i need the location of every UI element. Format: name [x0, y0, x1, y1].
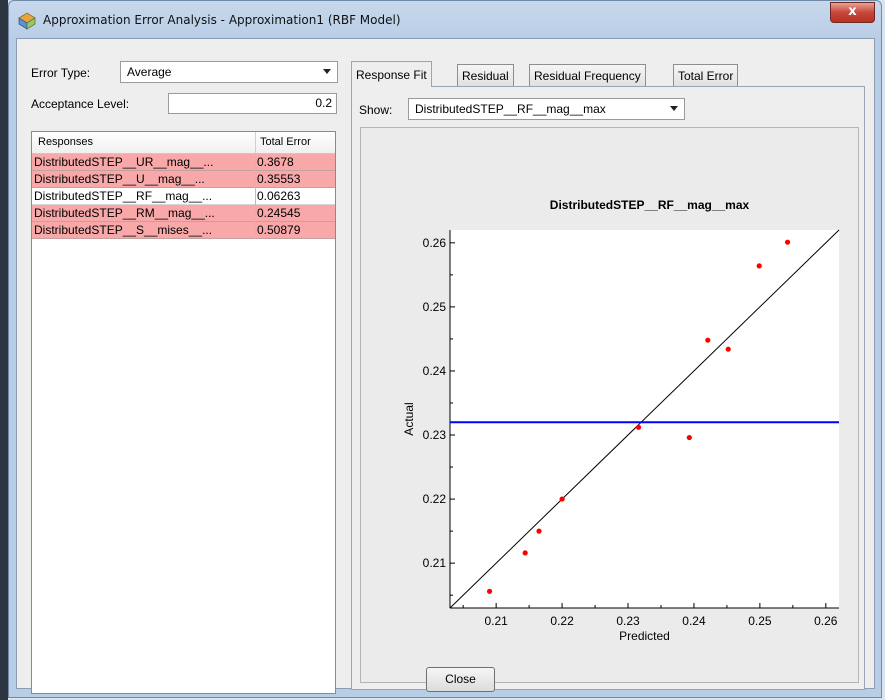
- data-point: [784, 239, 791, 245]
- x-tick-label: 0.21: [484, 614, 508, 628]
- table-row[interactable]: DistributedSTEP__RF__mag__... 0.06263: [32, 188, 335, 205]
- y-tick-label: 0.22: [423, 492, 447, 506]
- tab-residual-frequency[interactable]: Residual Frequency: [529, 64, 646, 86]
- error-type-label: Error Type:: [31, 66, 91, 80]
- acceptance-level-label: Acceptance Level:: [31, 97, 130, 111]
- data-point: [486, 588, 493, 594]
- response-name-cell: DistributedSTEP__UR__mag__...: [34, 155, 214, 169]
- column-header-responses[interactable]: Responses: [38, 136, 94, 148]
- tab-residual[interactable]: Residual: [457, 64, 514, 86]
- total-error-cell: 0.50879: [257, 223, 301, 237]
- tab-total-error[interactable]: Total Error: [673, 64, 739, 86]
- x-tick-label: 0.24: [682, 614, 706, 628]
- data-point: [756, 263, 762, 269]
- chart-panel: DistributedSTEP__RF__mag__max 0.21 0.22 0.2…: [360, 127, 859, 683]
- chart-title: DistributedSTEP__RF__mag__max: [550, 198, 750, 212]
- x-tick-label: 0.22: [550, 614, 574, 628]
- acceptance-level-input[interactable]: 0.2: [168, 93, 337, 114]
- chevron-down-icon: [323, 69, 331, 74]
- error-type-dropdown[interactable]: Average: [120, 61, 338, 83]
- close-button[interactable]: Close: [426, 667, 495, 692]
- app-icon: [18, 12, 36, 30]
- total-error-cell: 0.3678: [257, 155, 294, 169]
- cell-divider: [255, 188, 256, 205]
- x-axis-label: Predicted: [619, 629, 670, 643]
- total-error-cell: 0.35553: [257, 172, 301, 186]
- total-error-cell: 0.06263: [257, 189, 301, 203]
- y-tick-label: 0.21: [423, 556, 447, 570]
- x-tick-label: 0.26: [814, 614, 838, 628]
- column-divider[interactable]: [255, 132, 256, 153]
- error-type-value: Average: [127, 65, 172, 79]
- data-point: [686, 434, 692, 441]
- table-row[interactable]: DistributedSTEP__RM__mag__... 0.24545: [32, 205, 335, 222]
- dialog-window: Approximation Error Analysis - Approxima…: [8, 0, 882, 698]
- window-title: Approximation Error Analysis - Approxima…: [43, 13, 401, 27]
- y-axis-label: Actual: [402, 402, 416, 435]
- response-fit-chart: DistributedSTEP__RF__mag__max 0.21 0.22 0.2…: [402, 198, 840, 643]
- tab-response-fit[interactable]: Response Fit: [351, 61, 432, 87]
- cell-divider: [255, 171, 256, 188]
- show-response-dropdown[interactable]: DistributedSTEP__RF__mag__max: [408, 98, 685, 120]
- data-point: [705, 337, 711, 343]
- total-error-cell: 0.24545: [257, 206, 301, 220]
- data-point: [635, 424, 642, 430]
- data-point: [559, 496, 565, 502]
- cell-divider: [255, 222, 256, 239]
- title-bar[interactable]: Approximation Error Analysis - Approxima…: [9, 1, 881, 39]
- data-point: [536, 528, 542, 534]
- table-row[interactable]: DistributedSTEP__UR__mag__... 0.3678: [32, 154, 335, 171]
- y-tick-label: 0.26: [423, 236, 447, 250]
- response-name-cell: DistributedSTEP__RM__mag__...: [34, 206, 215, 220]
- y-tick-label: 0.24: [423, 364, 447, 378]
- show-label: Show:: [359, 103, 393, 117]
- y-tick-label: 0.25: [423, 300, 447, 314]
- data-point: [725, 346, 731, 352]
- response-name-cell: DistributedSTEP__RF__mag__...: [34, 189, 213, 203]
- window-close-button[interactable]: x: [830, 2, 875, 23]
- table-row[interactable]: DistributedSTEP__U__mag__... 0.35553: [32, 171, 335, 188]
- column-header-total-error[interactable]: Total Error: [260, 136, 311, 148]
- dialog-client-area: Error Type: Average Acceptance Level: 0.…: [16, 38, 875, 694]
- cell-divider: [255, 154, 256, 171]
- x-tick-label: 0.23: [616, 614, 640, 628]
- response-name-cell: DistributedSTEP__S__mises__...: [34, 223, 213, 237]
- table-header: Responses Total Error: [32, 132, 335, 154]
- responses-table: Responses Total Error DistributedSTEP__U…: [31, 131, 336, 694]
- fit-line: [449, 229, 840, 609]
- background-window-edge: [0, 0, 8, 700]
- y-tick-label: 0.23: [423, 428, 447, 442]
- show-response-value: DistributedSTEP__RF__mag__max: [415, 102, 606, 116]
- data-point: [522, 550, 528, 556]
- response-name-cell: DistributedSTEP__U__mag__...: [34, 172, 205, 186]
- x-tick-label: 0.25: [748, 614, 772, 628]
- chevron-down-icon: [670, 106, 678, 111]
- cell-divider: [255, 205, 256, 222]
- table-row[interactable]: DistributedSTEP__S__mises__... 0.50879: [32, 222, 335, 239]
